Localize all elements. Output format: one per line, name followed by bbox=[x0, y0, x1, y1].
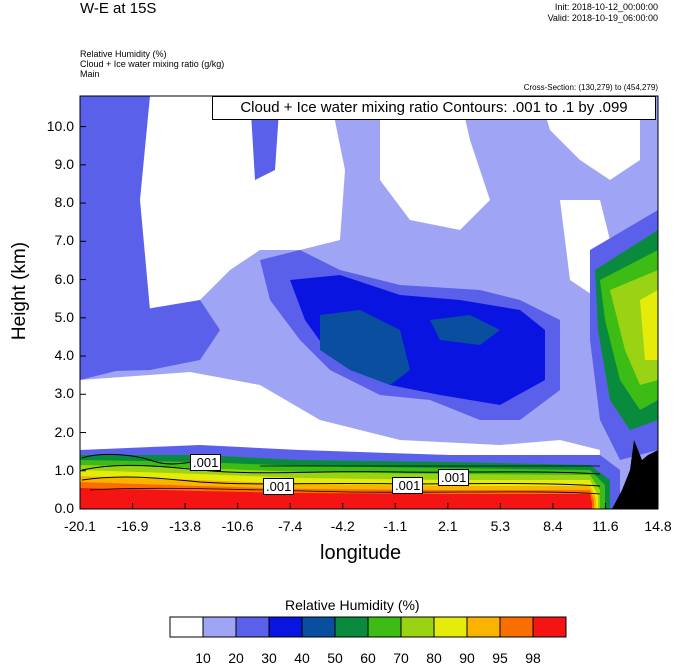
variable-list: Relative Humidity (%) Cloud + Ice water … bbox=[80, 49, 224, 79]
chart-title: W-E at 15S bbox=[80, 0, 157, 17]
legend-level-label: 70 bbox=[393, 650, 409, 666]
y-tick-label: 5.0 bbox=[54, 308, 74, 325]
init-time: Init: 2018-10-12_00:00:00 bbox=[554, 2, 658, 12]
contour-label: .001 bbox=[263, 478, 295, 495]
legend-title: Relative Humidity (%) bbox=[285, 597, 420, 613]
x-tick-label: -10.6 bbox=[221, 518, 254, 534]
y-tick-label: 1.0 bbox=[54, 461, 74, 478]
y-tick-label: 6.0 bbox=[54, 270, 74, 287]
legend-level-label: 50 bbox=[327, 650, 343, 666]
legend-colorbar bbox=[169, 616, 567, 638]
legend-swatch bbox=[466, 616, 501, 638]
x-tick-label: 5.3 bbox=[490, 518, 511, 534]
x-tick-label: -20.1 bbox=[64, 518, 96, 534]
variable-main: Main bbox=[80, 69, 100, 79]
y-tick-label: 0.0 bbox=[54, 500, 74, 516]
y-tick-label: 10.0 bbox=[46, 117, 74, 134]
legend-level-label: 60 bbox=[360, 650, 376, 666]
legend-swatch bbox=[532, 616, 567, 638]
x-tick-label: 2.1 bbox=[438, 518, 458, 534]
legend-swatch bbox=[169, 616, 204, 638]
x-tick-label: -13.8 bbox=[169, 518, 202, 534]
legend-swatch bbox=[235, 616, 270, 638]
legend-swatch bbox=[400, 616, 435, 638]
valid-time: Valid: 2018-10-19_06:00:00 bbox=[547, 13, 658, 23]
legend-level-label: 95 bbox=[492, 650, 508, 666]
contour-label: .001 bbox=[190, 454, 222, 471]
x-tick-label: 14.8 bbox=[644, 518, 672, 534]
legend-swatch bbox=[301, 616, 336, 638]
legend-swatch bbox=[268, 616, 303, 638]
contour-label: .001 bbox=[392, 477, 424, 494]
x-tick-label: 8.4 bbox=[543, 518, 563, 534]
y-tick-label: 7.0 bbox=[54, 232, 74, 249]
time-info: Init: 2018-10-12_00:00:00 Valid: 2018-10… bbox=[548, 2, 658, 24]
y-tick-label: 9.0 bbox=[54, 155, 74, 172]
legend-swatch bbox=[334, 616, 369, 638]
legend-swatch bbox=[433, 616, 468, 638]
x-tick-label: 11.6 bbox=[592, 518, 619, 534]
legend-level-label: 30 bbox=[261, 650, 277, 666]
x-tick-label: -7.4 bbox=[278, 518, 303, 534]
legend-level-label: 40 bbox=[294, 650, 310, 666]
variable-cloud: Cloud + Ice water mixing ratio (g/kg) bbox=[80, 59, 225, 69]
variable-rh: Relative Humidity (%) bbox=[80, 49, 167, 59]
y-tick-label: 8.0 bbox=[54, 194, 74, 211]
x-axis-label: longitude bbox=[320, 542, 402, 564]
contour-note: Cloud + Ice water mixing ratio Contours:… bbox=[212, 96, 656, 120]
y-tick-label: 3.0 bbox=[54, 385, 74, 402]
contour-label: .001 bbox=[438, 469, 470, 486]
legend-level-label: 20 bbox=[228, 650, 244, 666]
x-tick-label: -16.9 bbox=[116, 518, 149, 534]
legend-swatch bbox=[202, 616, 237, 638]
x-tick-label: -1.1 bbox=[383, 518, 408, 534]
legend-level-label: 90 bbox=[459, 650, 475, 666]
legend-level-label: 10 bbox=[195, 650, 211, 666]
legend-level-label: 98 bbox=[525, 650, 541, 666]
heatmap-field bbox=[80, 96, 658, 509]
legend-swatch bbox=[367, 616, 402, 638]
legend-level-label: 80 bbox=[426, 650, 442, 666]
y-tick-label: 2.0 bbox=[54, 423, 74, 440]
legend-swatch bbox=[499, 616, 534, 638]
x-tick-label: -4.2 bbox=[330, 518, 355, 534]
y-axis-label: Height (km) bbox=[9, 241, 30, 341]
cross-section-label: Cross-Section: (130,279) to (454,279) bbox=[523, 83, 658, 92]
y-tick-label: 4.0 bbox=[54, 347, 74, 364]
